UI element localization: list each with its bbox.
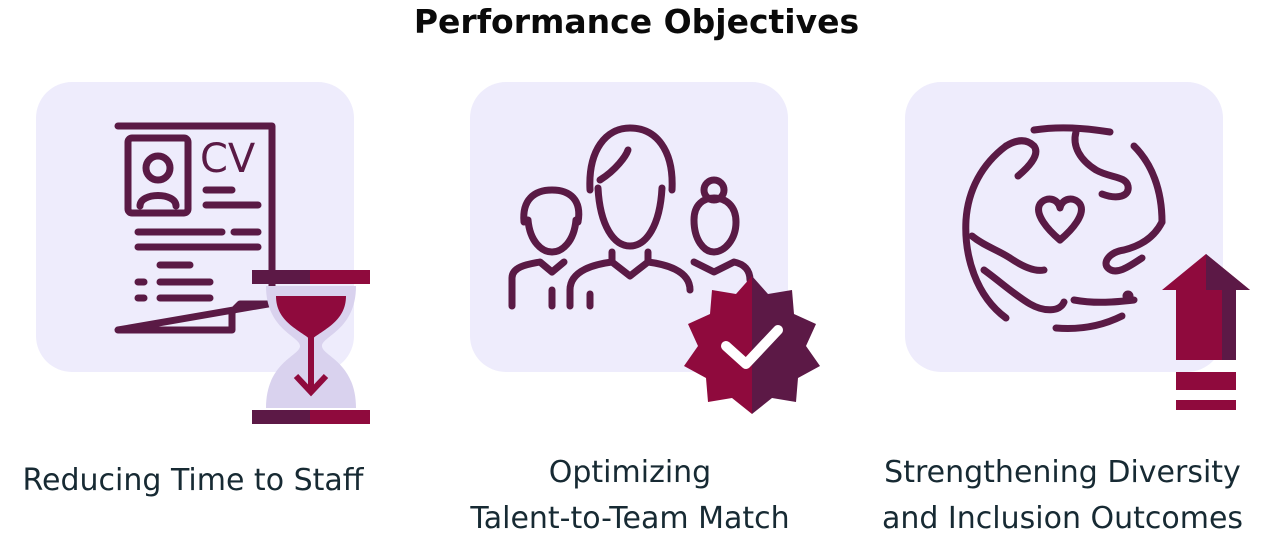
page-title: Performance Objectives <box>413 2 860 41</box>
up-arrow-icon <box>1162 254 1250 410</box>
caption-line-2: and Inclusion Outcomes <box>881 501 1244 536</box>
objective-caption-3: Strengthening Diversity and Inclusion Ou… <box>852 450 1273 542</box>
objective-caption-1: Reducing Time to Staff <box>0 458 386 504</box>
cv-badge-text: CV <box>200 136 256 182</box>
caption-line-1: Optimizing <box>548 455 712 490</box>
hands-globe-icon <box>962 124 1166 332</box>
caption-line: Reducing Time to Staff <box>22 463 364 498</box>
team-icon <box>508 124 754 310</box>
objective-caption-2: Optimizing Talent-to-Team Match <box>420 450 840 542</box>
caption-line-1: Strengthening Diversity <box>884 455 1241 490</box>
checkmark-badge-icon <box>684 276 820 414</box>
hourglass-icon <box>252 270 370 424</box>
cv-document-icon <box>114 122 276 334</box>
caption-line-2: Talent-to-Team Match <box>470 501 790 536</box>
